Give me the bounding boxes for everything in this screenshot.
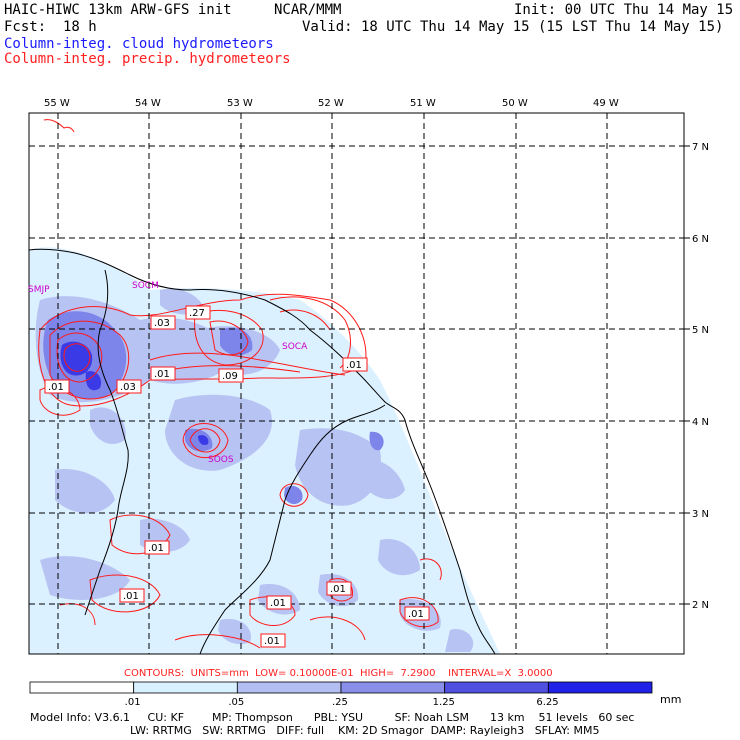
contour-label: .27 [189, 308, 205, 319]
lon-label: 49 W [593, 98, 619, 109]
contour-label: .03 [154, 318, 170, 329]
colorbar-tick: .05 [228, 697, 244, 708]
colorbar-tick: 6.25 [536, 697, 558, 708]
lon-label: 55 W [44, 98, 70, 109]
station-label: SOCM [132, 281, 159, 291]
lat-label: 6 N [692, 234, 709, 245]
valid-time: Valid: 18 UTC Thu 14 May 15 (15 LST Thu … [302, 19, 724, 35]
contour-label: .01 [154, 369, 170, 380]
model-info-line2: LW: RRTMG SW: RRTMG DIFF: full KM: 2D Sm… [130, 724, 600, 737]
colorbar-segment [340, 681, 446, 694]
colorbar-tick: .25 [332, 697, 348, 708]
org-label: NCAR/MMM [274, 2, 342, 18]
colorbar-unit: mm [660, 693, 681, 706]
contour-label: .03 [120, 382, 136, 393]
contour-label: .01 [270, 598, 286, 609]
contour-label: .01 [330, 584, 346, 595]
contour-label: .01 [346, 360, 362, 371]
map-frame [28, 112, 685, 655]
colorbar-segment [547, 681, 653, 694]
contour-label: .01 [264, 636, 280, 647]
colorbar-segment [236, 681, 342, 694]
model-title: HAIC-HIWC 13km ARW-GFS init [4, 2, 232, 18]
field-precip-label: Column-integ. precip. hydrometeors [4, 51, 291, 67]
model-info-line1: Model Info: V3.6.1 CU: KF MP: Thompson P… [30, 711, 635, 724]
colorbar-segment [444, 681, 549, 694]
contour-label: .09 [222, 371, 238, 382]
contour-info: CONTOURS: UNITS=mm LOW= 0.10000E-01 HIGH… [124, 668, 553, 679]
colorbar-tick: .01 [125, 697, 141, 708]
forecast-hour: Fcst: 18 h [4, 19, 97, 35]
coastline [29, 248, 496, 654]
init-time: Init: 00 UTC Thu 14 May 15 [514, 2, 734, 18]
contour-label: .01 [148, 543, 164, 554]
lon-label: 54 W [135, 98, 161, 109]
lon-label: 52 W [318, 98, 344, 109]
lat-label: 2 N [692, 600, 709, 611]
contour-label: .01 [408, 609, 424, 620]
lat-label: 5 N [692, 325, 709, 336]
contour-label: .01 [48, 382, 64, 393]
station-label: SMJP [28, 285, 50, 295]
colorbar: .01 .05 .25 1.25 6.25 mm [29, 681, 681, 708]
station-label: SOOS [208, 455, 234, 465]
lon-label: 51 W [410, 98, 436, 109]
field-cloud-label: Column-integ. cloud hydrometeors [4, 36, 274, 52]
lat-label: 3 N [692, 509, 709, 520]
lat-label: 7 N [692, 142, 709, 153]
lon-label: 50 W [502, 98, 528, 109]
colorbar-segment [133, 681, 238, 694]
lon-label: 53 W [227, 98, 253, 109]
colorbar-tick: 1.25 [433, 697, 455, 708]
lat-label: 4 N [692, 417, 709, 428]
contour-label: .01 [123, 591, 139, 602]
colorbar-segment [29, 681, 135, 694]
station-label: SOCA [282, 342, 308, 352]
